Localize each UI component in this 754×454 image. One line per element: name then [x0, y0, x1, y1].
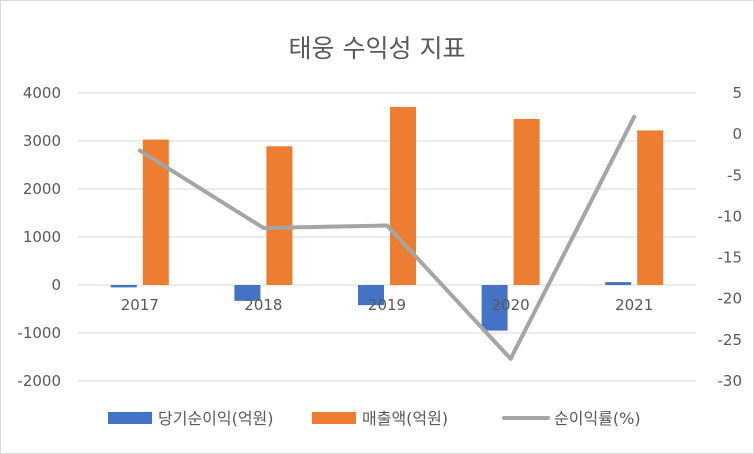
- legend-swatch: [108, 412, 152, 424]
- y-left-tick-label: -1000: [17, 324, 61, 342]
- bar-net-income-2017: [110, 285, 137, 288]
- bar-net-income-2020: [481, 285, 508, 331]
- y-right-tick-label: -5: [727, 166, 742, 184]
- x-tick-labels: 2017 2018 2019 2020 2021: [121, 296, 654, 314]
- bars: [110, 106, 664, 331]
- legend: 당기순이익(억원) 매출액(억원) 순이익률(%): [108, 409, 641, 428]
- legend-swatch: [312, 412, 356, 424]
- bar-revenue-2018: [266, 146, 293, 285]
- gridlines: [78, 92, 696, 382]
- y-left-tick-labels: 4000 3000 2000 1000 0 -1000 -2000: [17, 84, 61, 390]
- bar-net-income-2019: [358, 285, 384, 306]
- y-left-tick-label: 3000: [23, 132, 61, 150]
- y-right-tick-label: -10: [718, 207, 743, 225]
- x-tick-label: 2020: [492, 296, 530, 314]
- y-right-tick-label: -20: [718, 290, 743, 308]
- y-left-tick-label: -2000: [17, 372, 61, 390]
- y-left-tick-label: 1000: [23, 228, 61, 246]
- chart-title: 태웅 수익성 지표: [289, 34, 466, 63]
- line-margin-series: [137, 114, 637, 361]
- x-tick-label: 2019: [368, 296, 406, 314]
- y-right-tick-label: -15: [718, 249, 743, 267]
- line-series: [137, 114, 637, 361]
- x-tick-label: 2018: [244, 296, 282, 314]
- bar-net-income-2018: [234, 285, 261, 301]
- legend-label: 당기순이익(억원): [158, 409, 274, 428]
- legend-label: 순이익률(%): [554, 409, 641, 428]
- y-right-tick-label: 5: [732, 84, 742, 102]
- bar-net-income-2021: [605, 282, 632, 285]
- y-left-tick-label: 4000: [23, 84, 61, 102]
- y-right-tick-label: 0: [732, 125, 742, 143]
- bar-revenue-2020: [513, 118, 540, 285]
- y-left-tick-label: 0: [51, 276, 61, 294]
- y-left-tick-label: 2000: [23, 180, 61, 198]
- y-right-tick-label: -30: [718, 372, 743, 390]
- x-tick-label: 2017: [121, 296, 159, 314]
- bar-revenue-2019: [390, 106, 416, 285]
- y-right-tick-labels: 5 0 -5 -10 -15 -20 -25 -30: [718, 84, 743, 390]
- bar-revenue-2021: [637, 130, 664, 285]
- y-right-tick-label: -25: [718, 331, 743, 349]
- x-tick-label: 2021: [615, 296, 653, 314]
- legend-label: 매출액(억원): [362, 409, 448, 428]
